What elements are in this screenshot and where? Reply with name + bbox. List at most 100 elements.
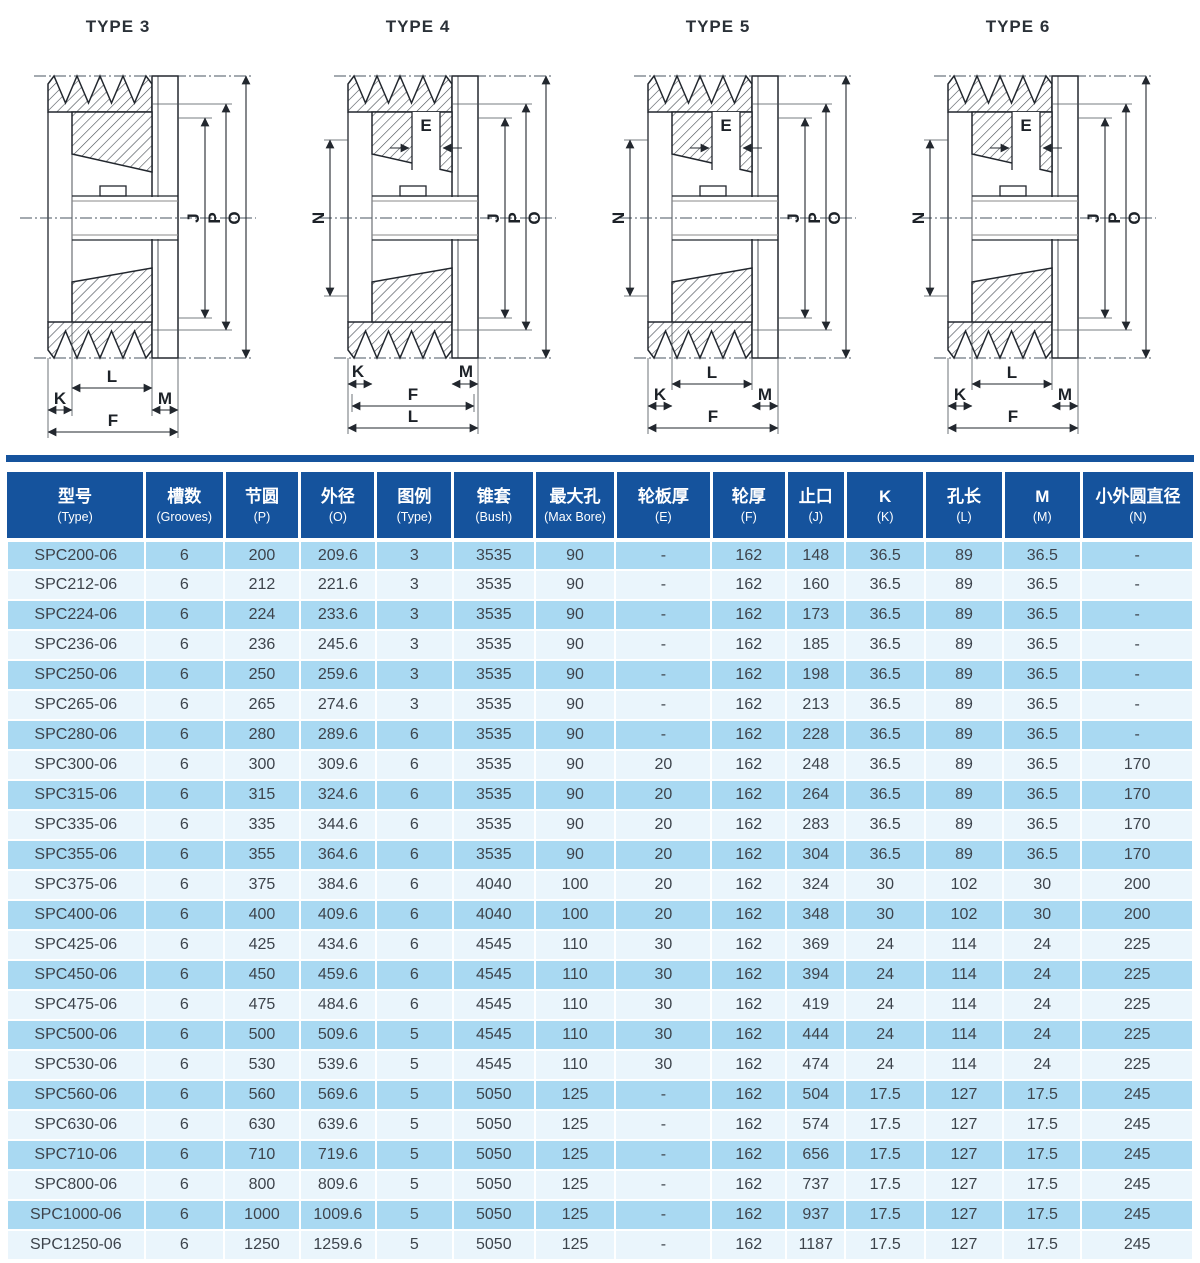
- cell: 6: [143, 779, 226, 811]
- cell: 937: [785, 1199, 847, 1231]
- cell: 4040: [451, 869, 536, 901]
- cell: 89: [923, 599, 1005, 631]
- cell: 450: [223, 959, 301, 991]
- dim-label-k: K: [54, 389, 67, 408]
- web-slot: E: [990, 112, 1062, 170]
- cell: 500: [223, 1019, 301, 1051]
- cell: 30: [1002, 869, 1083, 901]
- cell: SPC250-06: [6, 659, 146, 691]
- table-row: SPC560-06 6 560 569.6 5 5050 125-162 504 17.5 127…: [6, 1079, 1194, 1111]
- cell: 710: [223, 1139, 301, 1171]
- dim-label-n: N: [309, 212, 328, 224]
- cell: 170: [1080, 749, 1194, 781]
- cell: 3535: [451, 689, 536, 721]
- cell: 6: [374, 929, 454, 961]
- cell: 5050: [451, 1139, 536, 1171]
- cell: 127: [923, 1139, 1005, 1171]
- cell: 245: [1080, 1229, 1194, 1261]
- cell: 127: [923, 1169, 1005, 1201]
- dimension-lines: N J P O L K M F: [909, 75, 1151, 434]
- cell: 3535: [451, 839, 536, 871]
- cell: 127: [923, 1109, 1005, 1141]
- cell: 127: [923, 1199, 1005, 1231]
- column-header: 锥套 (Bush): [451, 472, 537, 540]
- cell: 6: [374, 809, 454, 841]
- table-row: SPC400-06 6 400 409.6 6 4040 100 20 162 348 30 102 3…: [6, 899, 1194, 931]
- cell: 110: [533, 1019, 617, 1051]
- cell: 475: [223, 989, 301, 1021]
- dim-label-j: J: [184, 213, 203, 222]
- diagram-type-4: TYPE 4 E N J P O: [309, 17, 557, 434]
- cell: 36.5: [844, 839, 926, 871]
- cell: 24: [1002, 989, 1083, 1021]
- web-slot: E: [690, 112, 762, 170]
- table-row: SPC425-06 6 425 434.6 6 4545 110 30 162 369 24 114 2…: [6, 929, 1194, 961]
- cell: 245: [1080, 1079, 1194, 1111]
- cell: 90: [533, 569, 617, 601]
- cell: 20: [614, 779, 713, 811]
- cell: 539.6: [298, 1049, 377, 1081]
- table-row: SPC355-06 6 355 364.6 6 3535 90 20 162 304 36.5 89 3…: [6, 839, 1194, 871]
- cell: 162: [710, 809, 788, 841]
- cell: 90: [533, 599, 617, 631]
- cell: 17.5: [844, 1079, 926, 1111]
- cell: 6: [143, 1199, 226, 1231]
- cell: 228: [785, 719, 847, 751]
- cell: 36.5: [844, 809, 926, 841]
- cell: 89: [923, 689, 1005, 721]
- dim-label-j: J: [484, 213, 503, 222]
- cell: 5050: [451, 1199, 536, 1231]
- cell: 24: [844, 1019, 926, 1051]
- cell: -: [1080, 539, 1194, 571]
- cell: 17.5: [1002, 1139, 1083, 1171]
- cell: -: [614, 689, 713, 721]
- cell: 309.6: [298, 749, 377, 781]
- cell: 1250: [223, 1229, 301, 1261]
- cell: 102: [923, 899, 1005, 931]
- cell: 90: [533, 839, 617, 871]
- cell: 6: [374, 839, 454, 871]
- cell: 36.5: [844, 659, 926, 691]
- cell: -: [614, 1169, 713, 1201]
- cell: 200: [1080, 899, 1194, 931]
- cell: 6: [374, 989, 454, 1021]
- cell: 384.6: [298, 869, 377, 901]
- cell: SPC425-06: [6, 929, 146, 961]
- cell: -: [614, 1229, 713, 1261]
- cell: -: [614, 1079, 713, 1111]
- column-header: 图例 (Type): [374, 472, 455, 540]
- column-header: 型号 (Type): [7, 472, 147, 540]
- cell: 4545: [451, 959, 536, 991]
- cell: 348: [785, 899, 847, 931]
- cell: 283: [785, 809, 847, 841]
- cell: 90: [533, 719, 617, 751]
- dim-label-k: K: [352, 362, 365, 381]
- table-row: SPC315-06 6 315 324.6 6 3535 90 20 162 264 36.5 89 3…: [6, 779, 1194, 811]
- cell: 639.6: [298, 1109, 377, 1141]
- dim-label-p: P: [505, 212, 524, 223]
- cell: 162: [710, 1019, 788, 1051]
- cell: 3: [374, 539, 454, 571]
- cell: 4545: [451, 1049, 536, 1081]
- divider-bar: [6, 455, 1194, 462]
- cell: 3535: [451, 809, 536, 841]
- cell: 5: [374, 1139, 454, 1171]
- cell: SPC450-06: [6, 959, 146, 991]
- cell: 6: [374, 779, 454, 811]
- cell: 630: [223, 1109, 301, 1141]
- cell: 6: [143, 989, 226, 1021]
- cell: 36.5: [1002, 659, 1083, 691]
- cell: 5: [374, 1109, 454, 1141]
- cell: -: [614, 1109, 713, 1141]
- cell: 530: [223, 1049, 301, 1081]
- cell: 90: [533, 779, 617, 811]
- table-row: SPC800-06 6 800 809.6 5 5050 125-162 737 17.5 127…: [6, 1169, 1194, 1201]
- header-row: 型号 (Type) 槽数 (Grooves) 节圆 (P) 外径 (O) 图例 (Type) 锥套(…: [7, 472, 1193, 540]
- cell: 3535: [451, 659, 536, 691]
- cell: 36.5: [1002, 689, 1083, 721]
- cell: 504: [785, 1079, 847, 1111]
- cell: 17.5: [844, 1229, 926, 1261]
- table-row: SPC280-06 6 280 289.6 6 3535 90-162 228 36.5 89 36…: [6, 719, 1194, 751]
- spec-table-wrap: 型号 (Type) 槽数 (Grooves) 节圆 (P) 外径 (O) 图例 (Type) 锥套(…: [0, 472, 1200, 1261]
- table-row: SPC1250-06 6 1250 1259.6 5 5050 125-162 1187 17.…: [6, 1229, 1194, 1261]
